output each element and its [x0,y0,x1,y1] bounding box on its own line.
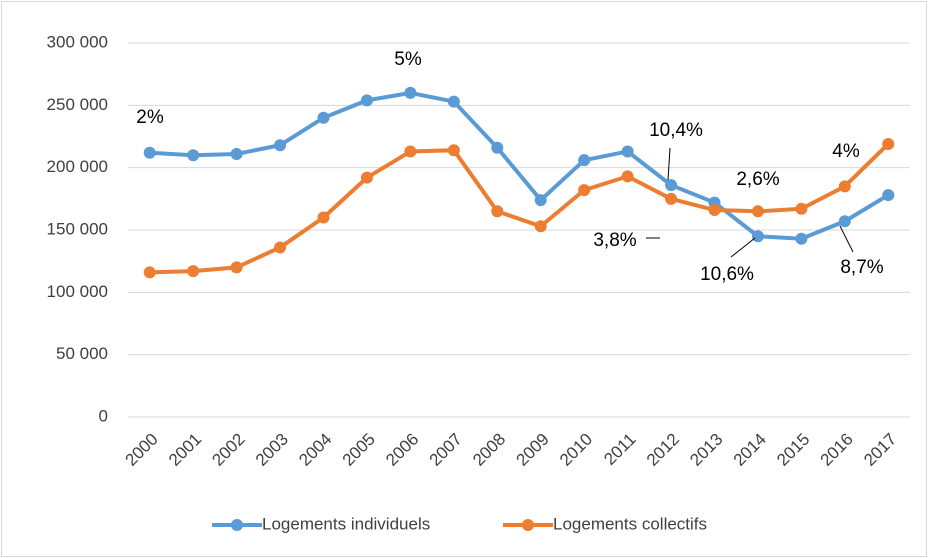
point [360,171,373,184]
point [578,154,591,167]
y-tick-label: 250 000 [47,95,108,114]
point [578,184,591,197]
point [795,202,808,215]
point [751,230,764,243]
series-line [149,90,890,241]
point [447,144,460,157]
point [621,170,634,183]
point [882,189,895,202]
annotation: 10,6% [700,264,754,285]
annotation: 10,4% [649,120,703,141]
point [274,139,287,152]
point [404,145,417,158]
point [317,211,330,224]
annotation: 2% [136,107,164,128]
point [230,147,243,160]
annotation: 4% [832,141,860,162]
point [491,141,504,154]
point [404,86,417,99]
point [447,95,460,108]
point [230,261,243,274]
point [751,205,764,218]
point [665,192,678,205]
point [665,179,678,192]
y-tick-label: 100 000 [47,282,108,301]
annotation-leader [730,237,756,258]
series-line [149,142,890,275]
point [621,145,634,158]
point [534,220,547,233]
annotation: 3,8% [593,230,636,251]
legend-label: Logements collectifs [553,514,707,533]
annotation-leader [839,225,854,253]
y-tick-label: 300 000 [47,32,108,51]
legend-marker [231,519,243,531]
point [534,194,547,207]
point [317,111,330,124]
y-tick-label: 200 000 [47,157,108,176]
point [143,146,156,159]
y-tick-label: 150 000 [47,219,108,238]
annotation: 2,6% [736,169,779,190]
point [360,94,373,107]
annotation-leader [667,147,671,181]
y-tick-label: 0 [99,406,108,425]
point [708,204,721,217]
legend-label: Logements individuels [262,514,430,533]
point [491,205,504,218]
point [838,180,851,193]
y-tick-label: 50 000 [56,344,108,363]
point [143,266,156,279]
point [838,215,851,228]
annotation: 8,7% [840,257,883,278]
point [795,232,808,245]
annotation: 5% [394,49,422,70]
point [882,137,895,150]
legend-marker [522,519,534,531]
point [274,241,287,254]
point [187,149,200,162]
point [187,265,200,278]
